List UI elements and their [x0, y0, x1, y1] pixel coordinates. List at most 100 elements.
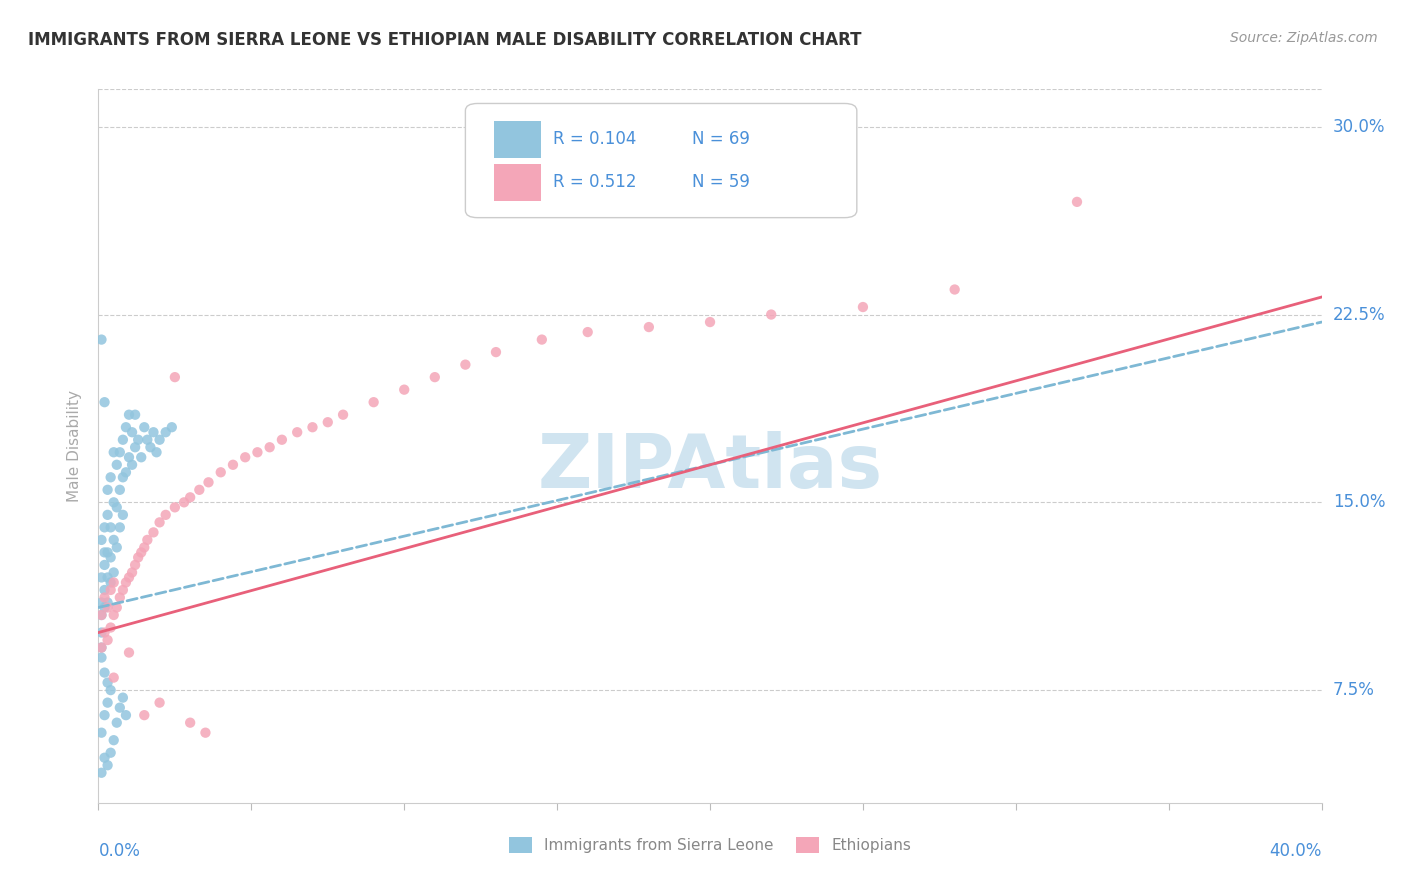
Point	[145, 445, 167, 459]
Point	[97, 508, 120, 522]
Point	[90, 640, 112, 655]
Point	[90, 650, 112, 665]
Point	[93, 545, 115, 559]
Point	[111, 582, 134, 597]
Point	[93, 625, 115, 640]
FancyBboxPatch shape	[494, 121, 541, 159]
Point	[100, 746, 122, 760]
Point	[115, 420, 138, 434]
Point	[118, 570, 141, 584]
Point	[115, 708, 138, 723]
Text: 0.0%: 0.0%	[98, 842, 141, 860]
Point	[100, 520, 122, 534]
Point	[127, 433, 149, 447]
Point	[90, 333, 112, 347]
Point	[173, 495, 195, 509]
Point	[139, 440, 162, 454]
FancyBboxPatch shape	[465, 103, 856, 218]
Point	[121, 566, 143, 580]
Point	[103, 566, 125, 580]
Point	[100, 550, 122, 565]
Point	[188, 483, 211, 497]
Point	[115, 575, 138, 590]
Point	[134, 420, 156, 434]
Text: R = 0.104: R = 0.104	[554, 130, 637, 148]
Point	[136, 533, 159, 547]
Point	[111, 690, 134, 705]
Point	[108, 520, 131, 534]
Point	[93, 708, 115, 723]
Text: 7.5%: 7.5%	[1333, 681, 1375, 699]
Point	[111, 508, 134, 522]
Point	[97, 483, 120, 497]
Point	[285, 425, 308, 440]
Point	[97, 545, 120, 559]
Point	[90, 625, 112, 640]
Point	[246, 445, 269, 459]
Point	[332, 408, 354, 422]
Point	[115, 465, 138, 479]
Point	[121, 458, 143, 472]
Point	[93, 591, 115, 605]
Point	[142, 525, 165, 540]
Text: R = 0.512: R = 0.512	[554, 173, 637, 191]
Point	[155, 425, 177, 440]
Point	[90, 607, 112, 622]
Point	[301, 420, 323, 434]
Point	[124, 558, 146, 572]
Point	[103, 575, 125, 590]
Point	[111, 470, 134, 484]
Point	[943, 283, 966, 297]
Point	[163, 370, 186, 384]
Point	[93, 665, 115, 680]
Point	[363, 395, 385, 409]
Point	[103, 733, 125, 747]
Point	[97, 595, 120, 609]
Point	[124, 440, 146, 454]
Point	[316, 415, 339, 429]
Point	[90, 595, 112, 609]
Point	[118, 646, 141, 660]
Point	[90, 725, 112, 739]
Point	[97, 570, 120, 584]
Point	[576, 325, 599, 339]
Point	[90, 607, 112, 622]
Point	[90, 640, 112, 655]
Point	[454, 358, 477, 372]
Point	[270, 433, 292, 447]
Point	[127, 550, 149, 565]
Point	[197, 475, 219, 490]
Point	[134, 708, 156, 723]
Point	[90, 533, 112, 547]
Point	[103, 533, 125, 547]
Text: 22.5%: 22.5%	[1333, 306, 1385, 324]
Point	[699, 315, 721, 329]
Point	[149, 516, 172, 530]
Point	[103, 671, 125, 685]
Point	[222, 458, 245, 472]
Text: 30.0%: 30.0%	[1333, 118, 1385, 136]
Point	[233, 450, 256, 465]
Point	[103, 445, 125, 459]
Point	[136, 433, 159, 447]
Point	[100, 621, 122, 635]
Text: 15.0%: 15.0%	[1333, 493, 1385, 511]
Point	[163, 500, 186, 515]
Text: N = 69: N = 69	[692, 130, 749, 148]
Point	[179, 491, 201, 505]
Point	[105, 458, 128, 472]
Text: 40.0%: 40.0%	[1270, 842, 1322, 860]
Point	[100, 575, 122, 590]
Point	[93, 600, 115, 615]
Point	[118, 450, 141, 465]
Point	[129, 450, 152, 465]
Point	[97, 600, 120, 615]
Point	[124, 408, 146, 422]
Point	[108, 700, 131, 714]
Point	[100, 683, 122, 698]
Point	[179, 715, 201, 730]
Point	[108, 591, 131, 605]
Point	[105, 715, 128, 730]
Point	[423, 370, 446, 384]
Point	[149, 433, 172, 447]
